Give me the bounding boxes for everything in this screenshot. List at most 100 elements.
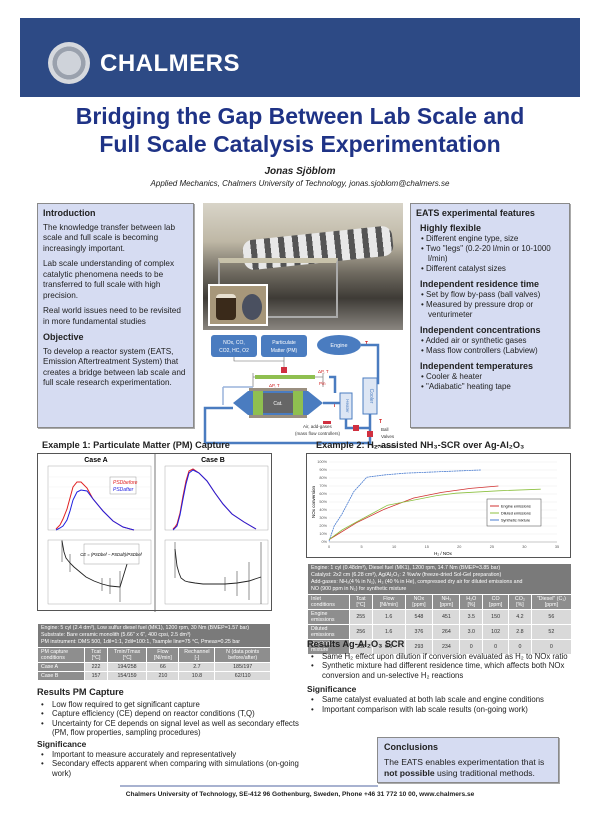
svg-text:NOx, CO,: NOx, CO, bbox=[223, 340, 245, 346]
svg-text:Cooler: Cooler bbox=[368, 389, 374, 404]
svg-text:Engine: Engine bbox=[330, 343, 347, 349]
title-line-1: Bridging the Gap Between Lab Scale and bbox=[75, 103, 525, 129]
column-header: CO [ppm] bbox=[482, 594, 510, 610]
feature-item: Set by flow by-pass (ball valves) bbox=[416, 290, 564, 300]
svg-text:40%: 40% bbox=[319, 508, 327, 512]
svg-text:0: 0 bbox=[328, 545, 330, 549]
svg-text:Heater: Heater bbox=[345, 399, 350, 413]
results-scr-section: Results Ag-Al₂O₃ SCR Same H₂ effect upon… bbox=[307, 639, 577, 715]
x-axis-ticks: 0 5 10 15 20 25 30 35 bbox=[328, 545, 559, 549]
nox-conversion-chart: 100% 90% 80% 70% 60% 50% 40% 30% 20% 10% 0% 0 5 10 15… bbox=[306, 453, 571, 558]
introduction-box: Introduction The knowledge transfer betw… bbox=[37, 203, 194, 428]
legend-engine-emissions: Engine emissions bbox=[501, 505, 531, 509]
svg-text:ΔP, T: ΔP, T bbox=[318, 369, 329, 374]
intro-paragraph: Real world issues need to be revisited i… bbox=[43, 306, 181, 326]
column-header: Tmin/Tmax [°C] bbox=[106, 647, 148, 663]
feature-group-title: Highly flexible bbox=[420, 223, 482, 233]
legend-synthetic-mixture: Synthetic mixture bbox=[501, 519, 530, 523]
intro-paragraph: The knowledge transfer between lab scale… bbox=[43, 222, 175, 253]
column-header: PM capture conditions bbox=[36, 647, 86, 663]
svg-text:60%: 60% bbox=[319, 492, 327, 496]
eats-heading: EATS experimental features bbox=[416, 208, 535, 218]
series-diluted-emissions bbox=[328, 488, 541, 540]
pm-conditions-table: Engine: 5 cyl (2.4 dm³), Low sulfur dies… bbox=[36, 623, 271, 681]
feature-item: Different catalyst sizes bbox=[416, 264, 564, 274]
author-name: Jonas Sjöblom bbox=[264, 166, 336, 177]
author-affiliation: Applied Mechanics, Chalmers University o… bbox=[150, 179, 450, 188]
series-engine-emissions bbox=[328, 485, 499, 540]
results-pm-section: Results PM Capture Low flow required to … bbox=[37, 687, 302, 778]
svg-text:100%: 100% bbox=[317, 460, 327, 464]
intro-paragraph: Lab scale understanding of complex catal… bbox=[43, 259, 175, 300]
column-header: Flow [Nl/min] bbox=[371, 594, 406, 610]
column-header: Tcat [°C] bbox=[348, 594, 373, 610]
significance-item: Same catalyst evaluated at both lab scal… bbox=[307, 695, 577, 705]
monolith-sample-icon bbox=[216, 294, 236, 320]
column-header: Rechannel [-] bbox=[178, 647, 216, 663]
svg-text:Valves: Valves bbox=[381, 434, 395, 439]
svg-text:T: T bbox=[379, 419, 382, 425]
ce-formula: CE = (PSDbef − PSDaft)/PSDbef bbox=[80, 552, 142, 557]
significance-item: Important to measure accurately and repr… bbox=[37, 750, 302, 760]
svg-text:0%: 0% bbox=[322, 540, 328, 544]
eats-schematic-diagram: NOx, CO, CO2, HC, O2 Particulate Matter … bbox=[203, 335, 398, 448]
feature-item: Added air or synthetic gases bbox=[416, 336, 564, 346]
conclusions-heading: Conclusions bbox=[384, 742, 439, 752]
case-a-ce-plot: CE = (PSDbef − PSDaft)/PSDbef bbox=[47, 539, 152, 605]
legend-diluted-emissions: Diluted emissions bbox=[501, 512, 531, 516]
case-a-psd-plot: PSDbefore PSDafter bbox=[47, 465, 152, 531]
column-header: N (data points before/after) bbox=[214, 647, 271, 663]
example-1-heading: Example 1: Particulate Matter (PM) Captu… bbox=[42, 440, 230, 450]
svg-text:Cat.: Cat. bbox=[273, 401, 282, 407]
column-header: NH₃ [ppm] bbox=[432, 594, 461, 610]
svg-text:20%: 20% bbox=[319, 524, 327, 528]
x-axis-label: H₂ / NOx bbox=[434, 551, 452, 556]
svg-text:10%: 10% bbox=[319, 532, 327, 536]
catalyst-samples-inset-photo bbox=[208, 284, 268, 326]
pm-capture-plots: Case A Case B PSDbefore PSDafter CE = (P… bbox=[37, 453, 272, 612]
conclusions-text: The EATS enables experimentation that is… bbox=[384, 757, 545, 778]
result-item: Same H₂ effect upon dilution if conversi… bbox=[307, 652, 577, 662]
pm-analyzer-box: Particulate Matter (PM) bbox=[261, 335, 307, 357]
brand-name: CHALMERS bbox=[100, 50, 240, 77]
series-synthetic-mixture bbox=[328, 469, 481, 542]
feature-group-title: Independent residence time bbox=[420, 279, 540, 289]
footer-contact: Chalmers University of Technology, SE-41… bbox=[125, 791, 475, 798]
table-row: Engine emissions 255 1.6 548 451 3.5 150 4.2 56 bbox=[307, 609, 573, 625]
feature-group-title: Independent concentrations bbox=[420, 325, 541, 335]
svg-text:Particulate: Particulate bbox=[272, 340, 296, 346]
significance-item: Important comparison with lab scale resu… bbox=[307, 705, 577, 715]
svg-text:Ball: Ball bbox=[381, 427, 389, 432]
filter-sample-icon bbox=[242, 294, 262, 320]
svg-text:20: 20 bbox=[457, 545, 461, 549]
case-b-psd-plot bbox=[164, 465, 269, 531]
engine-node: Engine T bbox=[317, 335, 368, 355]
objective-heading: Objective bbox=[43, 332, 84, 342]
svg-text:10: 10 bbox=[392, 545, 396, 549]
chalmers-crest-icon bbox=[48, 42, 90, 84]
svg-text:T: T bbox=[333, 403, 336, 409]
table-header-info: Engine: 1 cyl (0.48dm³), Diesel fuel (MK… bbox=[307, 563, 572, 595]
svg-text:90%: 90% bbox=[319, 468, 327, 472]
svg-text:30%: 30% bbox=[319, 516, 327, 520]
svg-text:Air, add-gases: Air, add-gases bbox=[303, 424, 333, 429]
column-header: H₂O [%] bbox=[459, 594, 484, 610]
column-header: Flow [Nl/min] bbox=[146, 647, 180, 663]
table-row: Case B 157 154/159 210 10.8 62/110 bbox=[36, 671, 271, 681]
feature-item: Cooler & heater bbox=[416, 372, 564, 382]
header-banner bbox=[20, 18, 580, 97]
example-2-heading: Example 2: H₂-assisted NH₃-SCR over Ag-A… bbox=[316, 440, 525, 450]
case-a-title: Case A bbox=[84, 457, 107, 464]
svg-text:5: 5 bbox=[361, 545, 363, 549]
column-header: "Diesel" (C₁)[ppm] bbox=[530, 594, 573, 610]
case-b-title: Case B bbox=[201, 457, 225, 464]
svg-text:Pin: Pin bbox=[319, 381, 326, 386]
svg-text:Matter (PM): Matter (PM) bbox=[271, 348, 298, 354]
case-b-ce-plot bbox=[164, 539, 269, 605]
svg-text:80%: 80% bbox=[319, 476, 327, 480]
result-item: Synthetic mixture had different residenc… bbox=[307, 661, 577, 680]
feature-item: "Adiabatic" heating tape bbox=[416, 382, 564, 392]
feature-group-title: Independent temperatures bbox=[420, 361, 534, 371]
y-axis-ticks: 100% 90% 80% 70% 60% 50% 40% 30% 20% 10% 0% bbox=[317, 460, 327, 544]
result-item: Low flow required to get significant cap… bbox=[37, 700, 302, 710]
